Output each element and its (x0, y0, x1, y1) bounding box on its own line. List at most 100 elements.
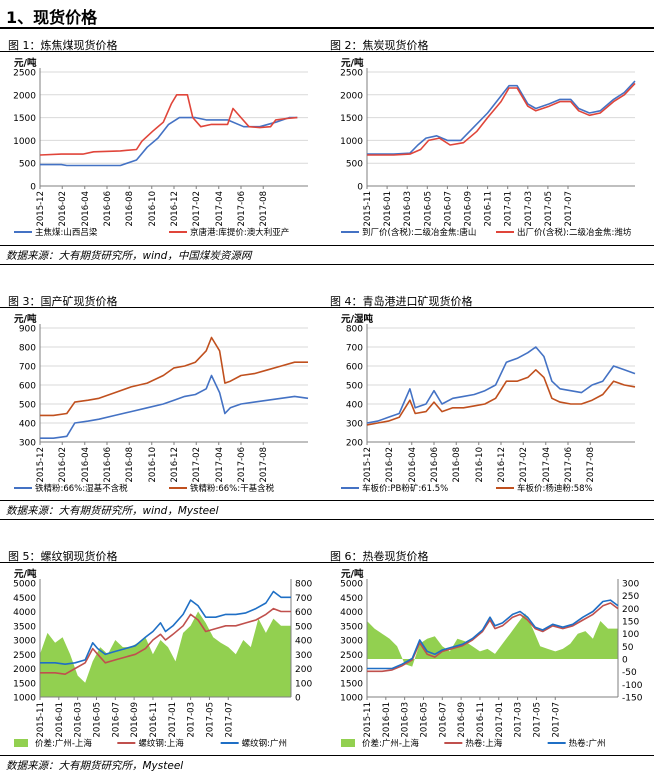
x-tick-label: 2016-11 (484, 191, 494, 227)
x-tick-label: 2017-02 (192, 191, 202, 227)
x-tick-label: 2017-05 (532, 702, 542, 738)
series-line-1 (40, 116, 298, 167)
y-tick-label: 2000 (13, 665, 36, 675)
x-tick-label: 2016-07 (443, 191, 453, 227)
x-tick-label: 2016-03 (403, 191, 413, 227)
y-tick-label: 2500 (13, 69, 36, 79)
y-tick-label: 1000 (13, 137, 36, 147)
y-tick-label: 1500 (13, 114, 36, 124)
x-tick-label: 2017-08 (259, 447, 269, 483)
x-tick-label: 2017-06 (237, 191, 247, 227)
y2-tick-label: 700 (295, 594, 312, 604)
legend-swatch (341, 739, 355, 747)
legend-label: 京唐港:库提价:澳大利亚产 (190, 227, 289, 238)
x-tick-label: 2017-08 (259, 191, 269, 227)
legend-label: 热卷:上海 (465, 738, 502, 749)
y-tick-label: 3000 (340, 637, 363, 647)
x-tick-label: 2016-04 (81, 447, 91, 483)
y-tick-label: 500 (346, 382, 363, 392)
x-tick-label: 2016-11 (476, 702, 486, 738)
legend-label: 车板价:PB粉矿:61.5% (362, 483, 448, 494)
source-note-2: 数据来源：大有期货研究所，wind，Mysteel (6, 505, 219, 517)
series-line-2 (367, 82, 636, 156)
x-tick-label: 2016-04 (408, 447, 418, 483)
header-rule (0, 27, 654, 29)
y-tick-label: 300 (19, 439, 36, 449)
y2-tick-label: 300 (622, 580, 639, 590)
series-line-1 (367, 80, 636, 155)
row3-rule (0, 562, 654, 563)
x-tick-label: 2017-03 (187, 702, 197, 738)
y2-tick-label: 300 (295, 651, 312, 661)
x-tick-label: 2017-04 (215, 191, 225, 227)
y-tick-label: 0 (357, 183, 363, 193)
x-tick-label: 2016-08 (125, 447, 135, 483)
x-tick-label: 2016-05 (92, 702, 102, 738)
series-line-2 (40, 336, 308, 417)
row3-bottom-rule (0, 755, 654, 756)
y-tick-label: 1000 (13, 694, 36, 704)
y-tick-label: 800 (19, 344, 36, 354)
x-tick-label: 2016-09 (464, 191, 474, 227)
area-series-spread (40, 611, 291, 697)
x-tick-label: 2016-07 (111, 702, 121, 738)
series-line-1 (366, 346, 636, 424)
x-tick-label: 2017-06 (237, 447, 247, 483)
x-tick-label: 2015-11 (363, 191, 373, 227)
unit-label: 元/吨 (14, 57, 37, 69)
x-tick-label: 2016-11 (149, 702, 159, 738)
x-tick-label: 2016-08 (125, 191, 135, 227)
y-tick-label: 500 (19, 160, 36, 170)
legend-label: 螺纹钢:广州 (242, 738, 287, 749)
unit-label: 元/湿吨 (341, 313, 373, 325)
y-tick-label: 2000 (13, 91, 36, 101)
y2-tick-label: 0 (622, 656, 628, 666)
x-tick-label: 2017-03 (514, 702, 524, 738)
y-tick-label: 3000 (13, 637, 36, 647)
y-tick-label: 1500 (340, 114, 363, 124)
legend-label: 螺纹钢:上海 (138, 738, 184, 749)
y-tick-label: 2000 (340, 91, 363, 101)
legend-label: 出厂价(含税):二级冶金焦:潍坊 (517, 227, 632, 238)
x-tick-label: 2017-07 (564, 191, 574, 227)
y2-tick-label: 150 (622, 618, 639, 628)
y-tick-label: 500 (346, 160, 363, 170)
unit-label: 元/吨 (14, 568, 37, 580)
y-tick-label: 700 (346, 344, 363, 354)
chart-import-ore: 元/湿吨 200 300 400 500 600 700 800 2015-12 2016-02 2… (341, 313, 636, 494)
x-tick-label: 2017-01 (495, 702, 505, 738)
x-tick-label: 2017-05 (205, 702, 215, 738)
x-tick-label: 2015-12 (363, 447, 373, 483)
x-tick-label: 2017-02 (519, 447, 529, 483)
unit-label: 元/吨 (14, 313, 37, 325)
x-tick-label: 2016-04 (81, 191, 91, 227)
x-tick-label: 2017-02 (192, 447, 202, 483)
y-tick-label: 1000 (340, 137, 363, 147)
panel-title-5: 图 5：螺纹钢现货价格 (8, 550, 118, 563)
x-tick-label: 2017-06 (564, 447, 574, 483)
row2-rule (0, 307, 654, 308)
chart-hot-coil: 元/吨100015002000250030003500400045005000-… (340, 568, 643, 749)
x-tick-label: 2016-10 (475, 447, 485, 483)
x-tick-label: 2016-09 (457, 702, 467, 738)
legend-label: 价差:广州-上海 (362, 738, 419, 749)
x-tick-label: 2016-05 (419, 702, 429, 738)
x-tick-label: 2016-02 (58, 447, 68, 483)
y2-tick-label: 100 (295, 679, 312, 689)
x-tick-label: 2017-01 (504, 191, 514, 227)
legend-label: 价差:广州-上海 (35, 738, 92, 749)
unit-label: 元/吨 (341, 57, 364, 69)
source-note-1: 数据来源：大有期货研究所，wind，中国煤炭资源网 (6, 250, 252, 262)
y-tick-label: 4000 (340, 608, 363, 618)
y-tick-label: 500 (19, 401, 36, 411)
y-tick-label: 2500 (340, 651, 363, 661)
x-tick-label: 2015-11 (36, 702, 46, 738)
legend-label: 车板价:杨迪粉:58% (517, 483, 593, 494)
x-tick-label: 2016-06 (103, 447, 113, 483)
x-tick-label: 2015-11 (363, 702, 373, 738)
legend-label: 铁精粉:66%:湿基不含税 (35, 483, 128, 494)
panel-title-6: 图 6：热卷现货价格 (330, 550, 429, 563)
y2-tick-label: 200 (295, 665, 312, 675)
y-tick-label: 5000 (13, 580, 36, 590)
y2-tick-label: 250 (622, 592, 639, 602)
